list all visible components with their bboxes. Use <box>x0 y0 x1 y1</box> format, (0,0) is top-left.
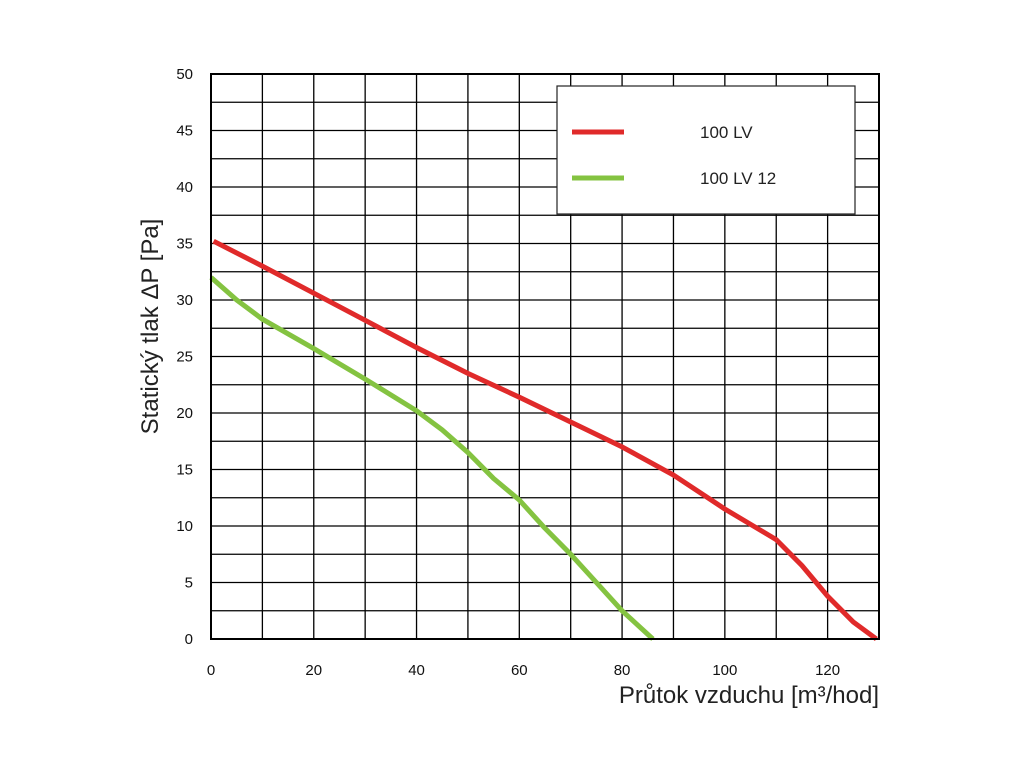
legend-label: 100 LV 12 <box>700 169 776 188</box>
y-tick-label: 5 <box>185 575 193 592</box>
x-tick-label: 60 <box>511 662 528 679</box>
x-tick-label: 40 <box>408 662 425 679</box>
x-tick-label: 100 <box>712 662 737 679</box>
x-tick-label: 0 <box>207 662 215 679</box>
legend-label: 100 LV <box>700 123 753 142</box>
y-tick-labels: 0 5 10 15 20 25 30 35 40 45 50 <box>176 66 193 648</box>
x-axis-title: Průtok vzduchu [m³/hod] <box>619 682 879 709</box>
legend: 100 LV 100 LV 12 <box>556 85 856 215</box>
x-tick-label: 20 <box>305 662 322 679</box>
y-tick-label: 0 <box>185 631 193 648</box>
legend-box <box>556 85 856 215</box>
y-tick-label: 35 <box>176 236 193 253</box>
y-tick-label: 10 <box>176 518 193 535</box>
y-tick-label: 15 <box>176 462 193 479</box>
x-tick-label: 80 <box>614 662 631 679</box>
y-tick-label: 50 <box>176 66 193 83</box>
y-axis-title: Statický tlak ΔP [Pa] <box>137 219 164 435</box>
x-tick-labels: 0 20 40 60 80 100 120 <box>207 662 840 679</box>
y-tick-label: 25 <box>176 349 193 366</box>
series-layer <box>209 238 878 642</box>
series-line-1 <box>212 238 878 642</box>
x-tick-label: 120 <box>815 662 840 679</box>
y-tick-label: 30 <box>176 292 193 309</box>
plot-frame <box>210 73 880 640</box>
y-tick-label: 20 <box>176 405 193 422</box>
series-line-2 <box>209 275 655 641</box>
y-tick-label: 45 <box>176 123 193 140</box>
y-tick-label: 40 <box>176 179 193 196</box>
